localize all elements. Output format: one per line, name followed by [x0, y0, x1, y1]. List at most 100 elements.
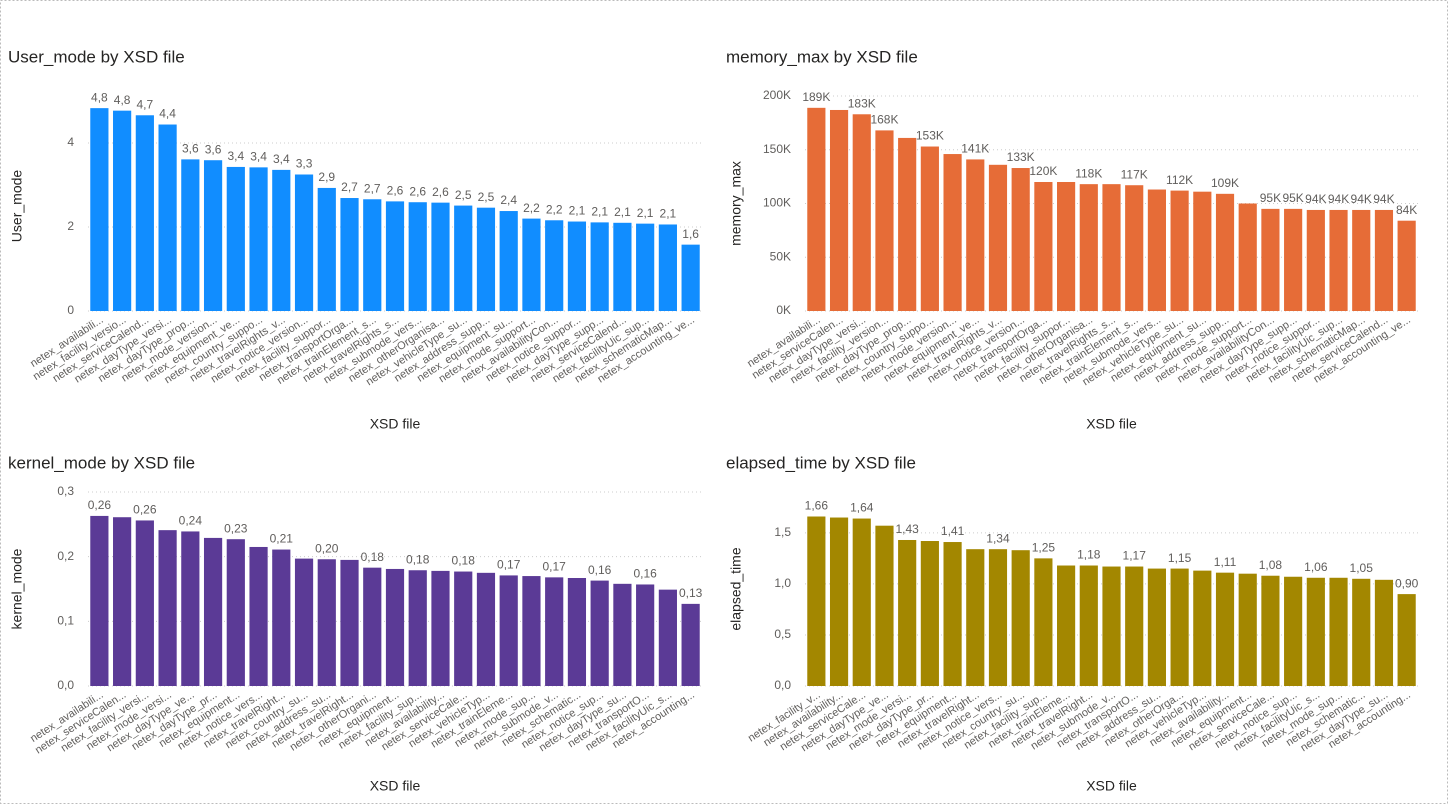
data-label: 2,5	[455, 188, 472, 202]
bar	[875, 130, 894, 311]
bar	[454, 205, 473, 311]
bar	[1284, 208, 1303, 311]
y-tick-label: 0,1	[57, 614, 74, 628]
bar	[1238, 573, 1257, 686]
bar	[1397, 594, 1416, 686]
bar	[203, 537, 223, 686]
y-tick-label: 0K	[776, 303, 791, 317]
bar	[499, 575, 518, 686]
bar	[1193, 191, 1212, 311]
data-label: 2,6	[387, 184, 404, 198]
data-label: 94K	[1351, 192, 1372, 206]
bar	[90, 108, 109, 311]
bar	[1079, 184, 1098, 311]
bar	[1034, 182, 1053, 311]
bar	[135, 520, 154, 686]
data-label: 2,6	[409, 184, 426, 198]
y-tick-label: 0,0	[774, 678, 791, 692]
bar	[545, 220, 564, 311]
bar	[317, 187, 336, 311]
data-label: 0,17	[497, 558, 521, 572]
data-label: 109K	[1211, 176, 1239, 190]
bar	[681, 603, 700, 686]
bar	[920, 541, 939, 686]
bar	[966, 549, 985, 686]
bar	[294, 558, 314, 686]
data-label: 118K	[1075, 166, 1102, 180]
data-label: 95K	[1282, 191, 1303, 205]
bar	[272, 549, 291, 686]
bar	[545, 577, 564, 686]
bar	[1352, 209, 1371, 311]
data-label: 4,8	[114, 93, 131, 107]
data-label: 168K	[870, 113, 898, 127]
data-label: 1,34	[986, 531, 1010, 545]
bar	[1261, 575, 1280, 686]
bar	[272, 169, 291, 311]
data-label: 1,64	[850, 501, 874, 515]
bar	[522, 576, 541, 686]
bar	[385, 201, 405, 311]
data-label: 1,17	[1123, 549, 1147, 563]
data-label: 94K	[1373, 192, 1394, 206]
bar	[408, 202, 427, 311]
data-label: 3,4	[273, 152, 290, 166]
bar	[90, 515, 109, 686]
bar	[181, 159, 200, 311]
bar	[249, 546, 268, 686]
bar	[1329, 209, 1348, 311]
data-label: 1,25	[1032, 541, 1056, 555]
y-tick-label: 0,3	[57, 484, 74, 498]
data-label: 2,2	[546, 202, 563, 216]
bar	[943, 154, 962, 311]
data-label: 4,7	[137, 97, 154, 111]
y-tick-label: 150K	[763, 142, 791, 156]
data-label: 0,20	[315, 541, 339, 555]
bar	[294, 174, 314, 311]
bar	[567, 221, 587, 311]
bar	[1034, 558, 1053, 686]
bar	[113, 517, 132, 686]
data-label: 2,1	[614, 205, 631, 219]
bar	[340, 559, 359, 686]
data-label: 4,4	[159, 107, 176, 121]
y-tick-label: 2	[67, 219, 74, 233]
data-label: 1,15	[1168, 551, 1192, 565]
bar	[1147, 568, 1166, 686]
bar	[567, 578, 587, 686]
data-label: 2,4	[500, 193, 517, 207]
bar	[613, 583, 632, 686]
bar	[135, 115, 154, 311]
bar	[1147, 189, 1166, 311]
bar	[158, 124, 177, 312]
data-label: 0,21	[270, 532, 294, 546]
data-label: 0,16	[588, 563, 612, 577]
data-label: 2,2	[523, 201, 540, 215]
bar	[113, 110, 132, 311]
data-label: 120K	[1029, 164, 1057, 178]
y-axis-title: elapsed_time	[728, 547, 744, 630]
y-tick-label: 0	[67, 303, 74, 317]
bar	[1238, 203, 1257, 311]
bar	[829, 109, 849, 311]
bar	[226, 166, 245, 311]
bar	[1102, 184, 1121, 311]
data-label: 112K	[1166, 173, 1193, 187]
bar	[249, 167, 268, 311]
data-label: 1,43	[895, 522, 919, 536]
data-label: 3,3	[296, 157, 313, 171]
bar	[1193, 570, 1212, 686]
bar	[658, 589, 677, 686]
bar	[363, 567, 382, 686]
data-label: 1,66	[805, 499, 829, 513]
data-label: 189K	[802, 90, 830, 104]
bar	[158, 530, 177, 686]
data-label: 1,05	[1350, 561, 1374, 575]
data-label: 0,90	[1395, 576, 1419, 590]
data-label: 1,06	[1304, 560, 1328, 574]
data-label: 0,16	[633, 567, 657, 581]
y-tick-label: 0,2	[57, 549, 74, 563]
data-label: 2,1	[637, 206, 654, 220]
bar	[385, 568, 405, 686]
y-tick-label: 100K	[763, 196, 791, 210]
